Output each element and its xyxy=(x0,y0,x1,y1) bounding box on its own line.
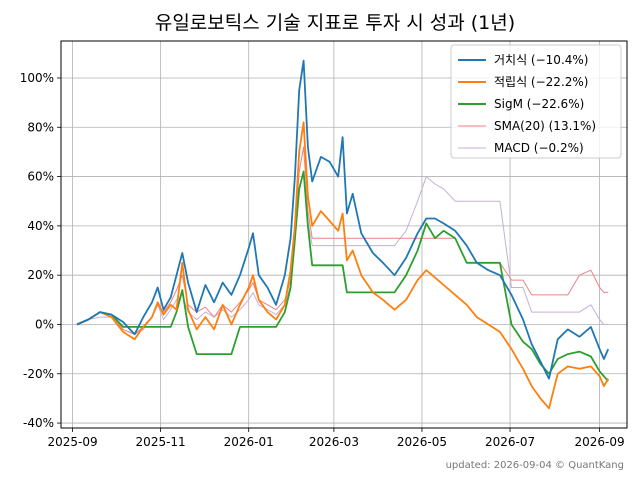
chart-title: 유일로보틱스 기술 지표로 투자 시 성과 (1년) xyxy=(155,12,515,34)
y-tick-label: -20% xyxy=(23,367,54,381)
legend-label-2: 적립식 (−22.2%) xyxy=(494,75,588,89)
legend-label-1: 거치식 (−10.4%) xyxy=(494,53,588,67)
x-axis-ticks: 2025-09 2025-11 2026-01 2026-03 2026-05 2026-… xyxy=(47,428,625,449)
y-tick-label: 40% xyxy=(27,219,54,233)
footer-updated: updated: 2026-09-04 © QuantKang xyxy=(446,460,624,471)
x-tick-label: 2026-07 xyxy=(485,435,535,449)
series-line-2 xyxy=(76,121,609,410)
y-tick-label: 60% xyxy=(27,170,54,184)
y-tick-label: 0% xyxy=(35,317,54,331)
legend-items: 거치식 (−10.4%) 적립식 (−22.2%) SigM (−22.6%) SMA… xyxy=(458,53,596,155)
legend-label-4: SMA(20) (13.1%) xyxy=(494,119,596,133)
x-tick-label: 2026-03 xyxy=(309,435,359,449)
legend: 거치식 (−10.4%) 적립식 (−22.2%) SigM (−22.6%) SMA… xyxy=(450,44,622,159)
x-tick-label: 2025-11 xyxy=(136,435,186,449)
x-tick-label: 2025-09 xyxy=(47,435,97,449)
series-lines xyxy=(76,59,610,410)
legend-label-3: SigM (−22.6%) xyxy=(494,97,584,111)
legend-label-5: MACD (−0.2%) xyxy=(494,141,584,155)
x-tick-label: 2026-09 xyxy=(574,435,624,449)
y-tick-label: -40% xyxy=(23,416,54,430)
plot-frame xyxy=(60,40,628,429)
series-line-1 xyxy=(76,59,610,380)
y-tick-label: 100% xyxy=(20,71,54,85)
series-line-5 xyxy=(76,171,609,335)
series-line-4 xyxy=(76,146,609,335)
series-line-3 xyxy=(76,170,609,382)
y-tick-label: 80% xyxy=(27,120,54,134)
x-tick-label: 2026-05 xyxy=(397,435,447,449)
x-tick-label: 2026-01 xyxy=(224,435,274,449)
legend-box xyxy=(450,44,622,159)
y-tick-label: 20% xyxy=(27,268,54,282)
y-axis-ticks: -40% -20% 0% 20% 40% 60% 80% 100% xyxy=(20,71,61,430)
